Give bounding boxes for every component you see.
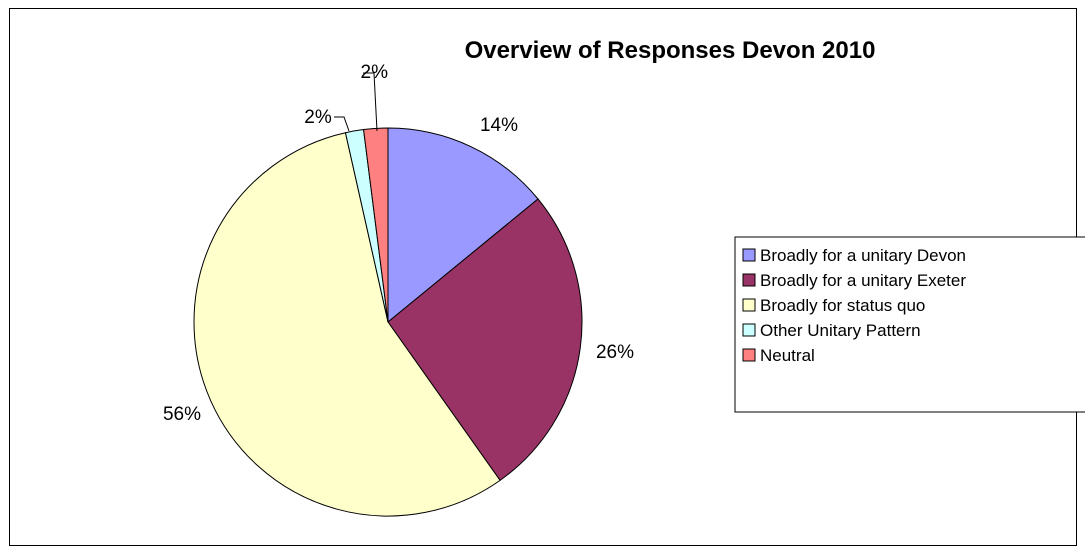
legend-swatch-1 (742, 248, 756, 262)
legend: Broadly for a unitary Devon Broadly for a… (734, 236, 1085, 413)
slice-labels: 14% 26% 56% 2% 2% (163, 62, 634, 425)
pie-slice-5 (363, 127, 389, 323)
slice-label-5: 2% (361, 62, 389, 83)
pie-slice-1 (387, 127, 539, 324)
legend-swatch-3 (742, 298, 756, 312)
pie-slice-3 (193, 132, 501, 517)
legend-box (734, 236, 1085, 413)
pie-slice-2 (387, 198, 583, 482)
legend-swatch-5 (742, 348, 756, 362)
legend-label-2: Broadly for a unitary Exeter (760, 271, 966, 290)
chart-title: Overview of Responses Devon 2010 (465, 37, 876, 64)
leader-lines (334, 72, 378, 132)
slice-label-4: 2% (304, 107, 332, 128)
pie-slices (193, 127, 583, 517)
leader-line-5 (363, 72, 378, 132)
legend-label-3: Broadly for status quo (760, 296, 925, 315)
legend-label-5: Neutral (760, 346, 815, 365)
slice-label-3: 56% (163, 404, 201, 425)
legend-swatch-4 (742, 323, 756, 337)
leader-line-4 (334, 116, 350, 132)
legend-label-4: Other Unitary Pattern (760, 321, 921, 340)
legend-label-1: Broadly for a unitary Devon (760, 246, 966, 265)
slice-label-2: 26% (596, 342, 634, 363)
legend-swatch-2 (742, 273, 756, 287)
slice-label-1: 14% (480, 115, 518, 136)
